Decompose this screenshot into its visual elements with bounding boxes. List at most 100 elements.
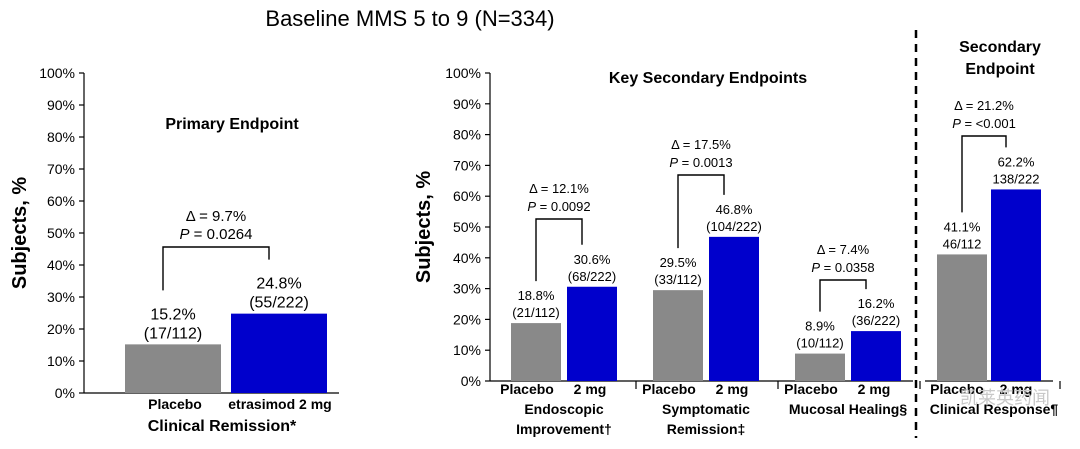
x-category-label: Placebo xyxy=(500,381,554,397)
bar-group: 15.2% (17/112) Placebo 24.8% (55/222) etrasim… xyxy=(125,208,332,435)
y-tick-label: 0% xyxy=(55,385,75,401)
p-value-label: P = 0.0264 xyxy=(180,226,253,243)
y-tick-label: 20% xyxy=(47,321,75,337)
y-tick-label: 50% xyxy=(453,219,481,235)
data-label-count: (10/112) xyxy=(796,336,843,351)
x-category-label: 2 mg xyxy=(716,381,749,397)
bar-placebo xyxy=(653,290,703,381)
data-label-percent: 41.1% xyxy=(944,219,981,234)
data-label-count: (55/222) xyxy=(249,295,309,312)
bar-etrasimod xyxy=(991,189,1041,381)
bar-placebo xyxy=(795,353,845,381)
data-label-count: (17/112) xyxy=(144,325,202,342)
significance-bracket xyxy=(535,218,583,282)
data-label-percent: 46.8% xyxy=(716,202,753,217)
data-label-count: (104/222) xyxy=(706,219,762,234)
data-label-percent: 15.2% xyxy=(150,306,195,323)
x-category-label: Placebo xyxy=(148,396,202,412)
chart-panel-2: Key Secondary Endpoints 0% 10% 20% 30% 40% 50%… xyxy=(413,65,913,437)
y-tick-label: 0% xyxy=(461,373,481,389)
data-label-percent: 30.6% xyxy=(574,252,611,267)
significance-bracket xyxy=(162,246,270,291)
data-label-count: (21/112) xyxy=(512,305,559,320)
y-tick-label: 80% xyxy=(453,127,481,143)
bar-group: 8.9% (10/112) Placebo 16.2% (36/222) 2 mg Δ = … xyxy=(784,242,907,417)
data-label-percent: 62.2% xyxy=(998,154,1035,169)
y-tick-label: 100% xyxy=(445,65,481,81)
data-label-count: 138/222 xyxy=(993,171,1040,186)
y-tick-label: 10% xyxy=(453,342,481,358)
significance-bracket xyxy=(819,279,867,312)
y-axis-label: Subjects, % xyxy=(9,177,31,289)
data-label-percent: 8.9% xyxy=(805,319,835,334)
y-tick-label: 10% xyxy=(47,353,75,369)
x-category-label: 2 mg xyxy=(858,381,891,397)
y-tick-label: 20% xyxy=(453,311,481,327)
delta-label: Δ = 17.5% xyxy=(671,137,731,152)
data-label-count: (33/112) xyxy=(654,272,701,287)
panel-title: Key Secondary Endpoints xyxy=(609,70,807,87)
y-tick-label: 30% xyxy=(47,289,75,305)
p-value-label: P = 0.0013 xyxy=(669,155,732,170)
y-tick-label: 60% xyxy=(47,193,75,209)
bar-group: 29.5% (33/112) Placebo 46.8% (104/222) 2 mg Δ … xyxy=(642,137,762,437)
bar-placebo xyxy=(125,344,221,393)
bar-etrasimod xyxy=(709,236,759,381)
data-label-count: (36/222) xyxy=(852,313,900,328)
panel-title: Secondary xyxy=(959,39,1041,56)
delta-label: Δ = 12.1% xyxy=(529,181,589,196)
y-tick-label: 70% xyxy=(47,161,75,177)
y-tick-label: 100% xyxy=(39,65,75,81)
data-label-percent: 18.8% xyxy=(518,288,555,303)
chart-panel-3: Secondary Endpoint 41.1% 46/112 Placebo 62.2%… xyxy=(919,39,1061,417)
bar-group: 41.1% 46/112 Placebo 62.2% 138/222 2 mg Δ = 21… xyxy=(930,98,1059,417)
y-tick-label: 90% xyxy=(47,97,75,113)
bar-etrasimod xyxy=(851,331,901,381)
data-label-percent: 29.5% xyxy=(660,255,697,270)
panel-title: Endpoint xyxy=(965,61,1035,78)
y-tick-label: 60% xyxy=(453,188,481,204)
x-group-label: Remission‡ xyxy=(667,421,746,437)
bar-etrasimod xyxy=(231,313,327,393)
data-label-percent: 16.2% xyxy=(858,296,895,311)
p-value-label: P = <0.001 xyxy=(952,116,1016,131)
watermark: 凯莱英药闻 xyxy=(960,388,1050,408)
p-value-label: P = 0.0358 xyxy=(811,260,874,275)
y-tick-label: 90% xyxy=(453,96,481,112)
delta-label: Δ = 7.4% xyxy=(817,242,870,257)
delta-label: Δ = 9.7% xyxy=(186,208,246,225)
chart-panel-1: Primary Endpoint 0% 10% 20% 30% 40% 50% 60% 70% 8… xyxy=(9,65,339,435)
y-tick-label: 40% xyxy=(453,250,481,266)
significance-bracket xyxy=(677,174,725,249)
bar-placebo xyxy=(937,254,987,381)
data-label-percent: 24.8% xyxy=(256,276,301,293)
p-value-label: P = 0.0092 xyxy=(527,199,590,214)
delta-label: Δ = 21.2% xyxy=(954,98,1014,113)
x-category-label: Placebo xyxy=(930,381,984,397)
main-title: Baseline MMS 5 to 9 (N=334) xyxy=(265,6,554,31)
data-label-count: 46/112 xyxy=(943,236,982,251)
bar-placebo xyxy=(511,323,561,381)
x-group-label: Symptomatic xyxy=(662,401,750,417)
x-group-label: Clinical Response¶ xyxy=(930,401,1059,417)
bar-etrasimod xyxy=(567,286,617,381)
chart-panels: Primary Endpoint 0% 10% 20% 30% 40% 50% 60% 70% 8… xyxy=(9,39,1061,437)
x-category-label: 2 mg xyxy=(1000,381,1033,397)
x-category-label: Placebo xyxy=(642,381,696,397)
x-group-label: Endoscopic xyxy=(524,401,604,417)
x-category-label: Placebo xyxy=(784,381,838,397)
bar-group: 18.8% (21/112) Placebo 30.6% (68/222) 2 mg Δ =… xyxy=(500,181,617,437)
y-tick-label: 80% xyxy=(47,129,75,145)
y-tick-label: 70% xyxy=(453,157,481,173)
x-group-label: Mucosal Healing§ xyxy=(789,401,907,417)
data-label-count: (68/222) xyxy=(568,269,616,284)
y-axis-label: Subjects, % xyxy=(413,171,435,283)
panel-title: Primary Endpoint xyxy=(165,116,299,133)
y-tick-label: 40% xyxy=(47,257,75,273)
x-category-label: etrasimod 2 mg xyxy=(228,396,331,412)
significance-bracket xyxy=(961,135,1007,213)
x-group-label: Improvement† xyxy=(516,421,612,437)
y-tick-label: 30% xyxy=(453,281,481,297)
x-group-label: Clinical Remission* xyxy=(148,418,297,435)
